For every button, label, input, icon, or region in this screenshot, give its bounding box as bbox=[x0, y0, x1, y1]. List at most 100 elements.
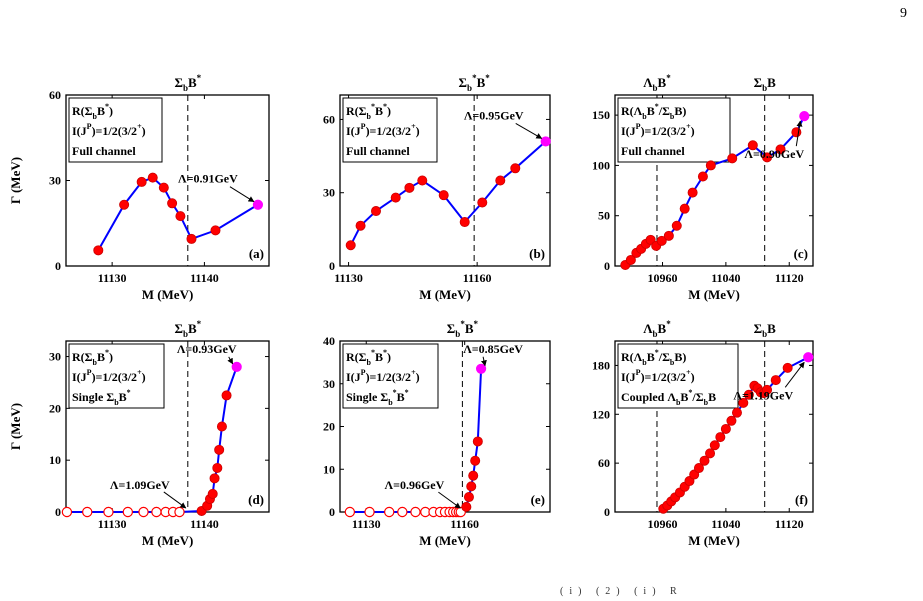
x-tick-label: 11130 bbox=[98, 271, 127, 285]
data-point bbox=[762, 384, 773, 395]
data-point bbox=[468, 470, 479, 481]
y-tick-label: 0 bbox=[329, 505, 335, 519]
endpoint-arrow bbox=[795, 120, 803, 147]
panel-label: (f) bbox=[795, 492, 808, 507]
data-point bbox=[791, 127, 802, 138]
endpoint-annotation: Λ=0.95GeV bbox=[464, 108, 524, 122]
data-point bbox=[404, 182, 415, 193]
x-axis-label: M (MeV) bbox=[419, 287, 471, 302]
chart-panel-f: 0 60 120 180 10960 11040 11120 M (MeV) Λb​B*​ Σb​… bbox=[592, 319, 814, 548]
threshold-label: Σb​B*​ bbox=[174, 73, 201, 93]
data-point bbox=[747, 140, 758, 151]
x-axis-label: M (MeV) bbox=[142, 533, 194, 548]
legend-box bbox=[68, 343, 165, 409]
x-tick-label: 11040 bbox=[711, 517, 740, 531]
endpoint-marker bbox=[252, 199, 264, 210]
threshold-label: Λb​B*​ bbox=[643, 73, 671, 93]
endpoint-annotation: Λ=0.91GeV bbox=[178, 172, 238, 186]
data-point bbox=[477, 197, 488, 208]
start-annotation: Λ=1.09GeV bbox=[110, 478, 170, 492]
legend-line: Full channel bbox=[621, 144, 685, 158]
data-point bbox=[705, 448, 716, 459]
y-tick-label: 30 bbox=[49, 174, 61, 188]
y-tick-label: 150 bbox=[592, 108, 610, 122]
data-point bbox=[459, 217, 470, 228]
legend-line: Single Σb​*​B*​ bbox=[346, 388, 409, 407]
threshold-label: Σb​*​B*​ bbox=[459, 73, 491, 93]
data-point bbox=[770, 375, 781, 386]
y-tick-label: 50 bbox=[598, 209, 610, 223]
data-point bbox=[687, 187, 698, 198]
legend-box bbox=[617, 343, 739, 409]
data-point bbox=[174, 506, 185, 518]
legend-line: Full channel bbox=[346, 144, 410, 158]
legend-line: R(Λb​B*​/Σb​B) bbox=[621, 348, 686, 367]
data-point bbox=[151, 506, 162, 518]
chart-panel-d: 0 10 20 30 11130 11140 M (MeV) Γ (MeV) Σb​B*​ R(Σ… bbox=[8, 319, 270, 548]
x-tick-label: 11120 bbox=[775, 271, 804, 285]
legend-line: Single Σb​B*​ bbox=[72, 388, 131, 407]
footer-fragment: (i) (2) (i) R bbox=[560, 586, 683, 597]
y-axis-label: Γ (MeV) bbox=[8, 157, 23, 204]
data-point bbox=[510, 163, 521, 174]
endpoint-arrow bbox=[227, 356, 234, 365]
endpoint-marker bbox=[475, 363, 487, 374]
endpoint-arrow bbox=[229, 186, 255, 203]
start-annotation: Λ=0.96GeV bbox=[385, 478, 445, 492]
x-axis-label: M (MeV) bbox=[688, 533, 740, 548]
data-point bbox=[122, 506, 134, 518]
y-axis-label: Γ (MeV) bbox=[8, 403, 23, 450]
y-tick-label: 0 bbox=[55, 505, 61, 519]
legend-line: R(Σb​B*​) bbox=[72, 102, 113, 121]
legend-line: R(Λb​B*​/Σb​B) bbox=[621, 102, 686, 121]
data-point bbox=[82, 506, 93, 518]
data-point bbox=[345, 240, 356, 251]
endpoint-annotation: Λ=1.19GeV bbox=[733, 388, 793, 402]
legend-line: Coupled Λb​B*​/Σb​B bbox=[621, 388, 716, 407]
data-point bbox=[370, 206, 381, 217]
data-point bbox=[693, 463, 704, 474]
data-point bbox=[138, 506, 149, 518]
endpoint-arrow bbox=[515, 122, 543, 139]
x-tick-label: 11160 bbox=[463, 271, 492, 285]
endpoint-arrow bbox=[480, 356, 487, 367]
data-point bbox=[472, 436, 483, 447]
data-point bbox=[697, 171, 708, 182]
legend-line: I(JP​)=1/2(3/2+​) bbox=[72, 368, 146, 384]
data-point bbox=[782, 362, 793, 373]
legend-line: I(JP​)=1/2(3/2+​) bbox=[346, 368, 420, 384]
x-tick-label: 11140 bbox=[190, 517, 219, 531]
data-point bbox=[720, 423, 731, 434]
x-tick-label: 10960 bbox=[648, 271, 678, 285]
x-tick-label: 11130 bbox=[98, 517, 127, 531]
data-point bbox=[731, 407, 742, 418]
data-point bbox=[214, 444, 225, 455]
data-point bbox=[364, 506, 375, 518]
data-point bbox=[212, 462, 223, 473]
y-tick-label: 20 bbox=[323, 420, 335, 434]
y-tick-label: 10 bbox=[323, 462, 335, 476]
data-point bbox=[671, 220, 682, 231]
data-point bbox=[743, 389, 754, 400]
x-axis-label: M (MeV) bbox=[419, 533, 471, 548]
data-point bbox=[209, 473, 220, 484]
y-tick-label: 60 bbox=[598, 456, 610, 470]
x-axis-label: M (MeV) bbox=[142, 287, 194, 302]
data-point bbox=[61, 506, 73, 518]
legend-line: Full channel bbox=[72, 144, 136, 158]
panel-label: (d) bbox=[248, 492, 264, 507]
panel-label: (a) bbox=[249, 246, 264, 261]
data-point bbox=[103, 506, 114, 518]
legend-line: R(Σb​*​B*​) bbox=[346, 102, 391, 121]
data-point bbox=[775, 144, 786, 155]
y-tick-label: 30 bbox=[323, 377, 335, 391]
legend-box bbox=[68, 97, 163, 163]
x-tick-label: 11140 bbox=[190, 271, 219, 285]
x-tick-label: 11120 bbox=[775, 517, 804, 531]
data-point bbox=[461, 501, 472, 512]
panel-label: (b) bbox=[529, 246, 545, 261]
y-tick-label: 40 bbox=[323, 334, 335, 348]
panel-label: (c) bbox=[794, 246, 808, 261]
axes-frame bbox=[339, 94, 551, 267]
data-point bbox=[727, 153, 738, 164]
